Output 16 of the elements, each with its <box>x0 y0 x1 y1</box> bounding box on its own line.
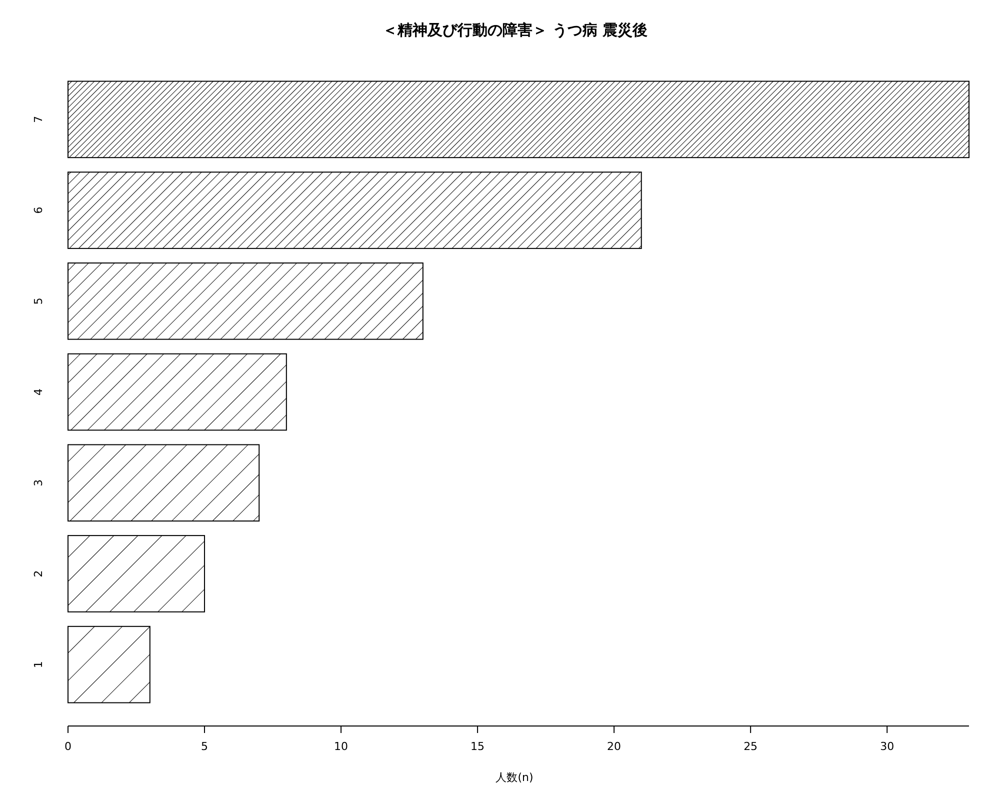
x-axis-title: 人数(n) <box>496 771 534 784</box>
x-tick-label: 0 <box>64 740 72 753</box>
y-tick-label: 7 <box>32 116 45 123</box>
y-tick-label: 6 <box>32 206 45 214</box>
x-tick-label: 25 <box>744 740 758 753</box>
y-tick-label: 4 <box>32 388 45 396</box>
x-tick-label: 10 <box>334 740 348 753</box>
x-tick-label: 5 <box>201 740 208 753</box>
x-tick-label: 20 <box>607 740 622 753</box>
y-tick-label: 1 <box>32 661 45 668</box>
chart-title: ＜精神及び行動の障害＞ うつ病 震災後 <box>382 21 648 39</box>
y-tick-label: 3 <box>32 479 45 486</box>
y-tick-label: 2 <box>32 570 45 578</box>
x-tick-label: 30 <box>880 740 894 753</box>
y-tick-label: 5 <box>32 298 45 305</box>
x-tick-label: 15 <box>470 740 485 753</box>
